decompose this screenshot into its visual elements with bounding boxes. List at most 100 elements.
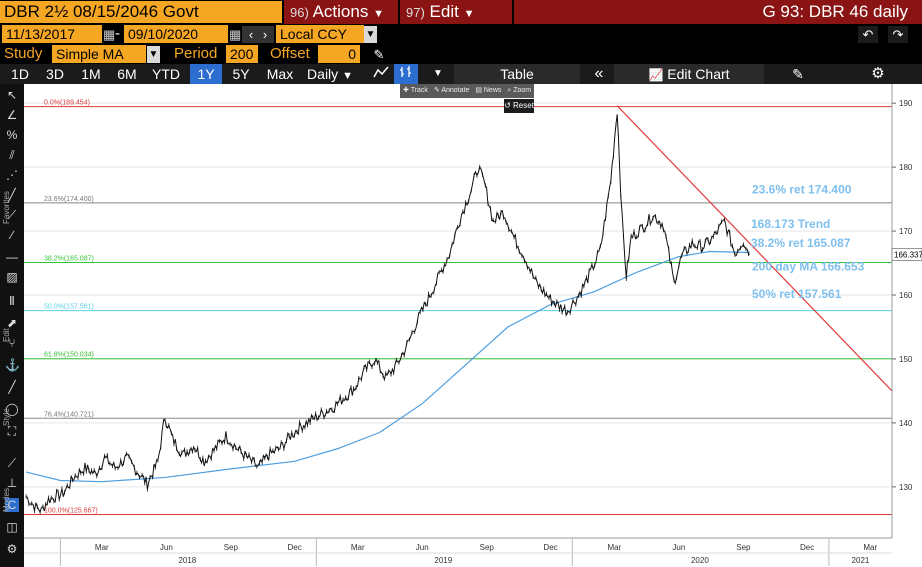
fib-tool-icon[interactable]: % bbox=[6, 128, 18, 142]
style-tab[interactable]: Style bbox=[2, 408, 11, 426]
period-1y-button[interactable]: 1Y bbox=[190, 64, 222, 84]
modes-tab[interactable]: Modes bbox=[2, 487, 11, 512]
study-bar: Study Simple MA ▼ Period 200 Offset 0 ✎ bbox=[0, 44, 922, 64]
news-tool[interactable]: ▤ News bbox=[475, 87, 502, 94]
chart-toolbar: 1D 3D 1M 6M YTD 1Y 5Y Max Daily ▼ ▼ Tabl… bbox=[0, 64, 922, 84]
magnet-icon[interactable]: ◫ bbox=[6, 520, 18, 534]
track-tool[interactable]: ✚ Track bbox=[403, 87, 428, 94]
x-axis-year-label: 2021 bbox=[852, 556, 870, 565]
x-axis-month-label: Mar bbox=[351, 543, 365, 552]
start-date-input[interactable]: 11/13/2017 bbox=[2, 25, 102, 43]
chevron-down-icon[interactable]: ▼ bbox=[147, 46, 160, 63]
table-button[interactable]: Table bbox=[454, 64, 580, 84]
x-axis-month-label: Sep bbox=[736, 543, 751, 552]
track-label: Track bbox=[410, 87, 428, 94]
x-axis-month-label: Mar bbox=[607, 543, 621, 552]
pencil-icon[interactable]: ✎ bbox=[370, 46, 388, 63]
frequency-select[interactable]: Daily ▼ bbox=[302, 64, 358, 84]
annotate-pencil-icon[interactable]: ✎ bbox=[792, 66, 804, 82]
fib-level-label: 50.0%(157.561) bbox=[44, 304, 94, 311]
edit-menu[interactable]: 97) Edit ▼ bbox=[400, 0, 512, 24]
trend-line bbox=[616, 105, 893, 392]
actions-menu-label: Actions bbox=[312, 2, 369, 21]
period-1d-button[interactable]: 1D bbox=[11, 66, 29, 82]
crosshair-mode-icon[interactable]: C bbox=[5, 498, 19, 512]
pitchfork-icon[interactable]: ⑂ bbox=[8, 336, 16, 350]
chevron-down-icon[interactable]: ▼ bbox=[433, 68, 443, 79]
draw-mode-icon[interactable]: ⟋ bbox=[7, 456, 17, 470]
study-label: Study bbox=[4, 45, 43, 62]
parallel-tool-icon[interactable]: ▨ bbox=[6, 270, 18, 284]
reset-button[interactable]: ↺ Reset bbox=[504, 99, 534, 113]
annotate-tool[interactable]: ✎ Annotate bbox=[433, 87, 470, 94]
offset-label: Offset bbox=[270, 45, 310, 62]
reset-icon: ↺ bbox=[504, 101, 511, 110]
favorites-tab[interactable]: Favorites bbox=[2, 191, 11, 224]
line-tool-icon[interactable]: ∠ bbox=[6, 108, 18, 122]
period-3d-button[interactable]: 3D bbox=[46, 66, 64, 82]
gear-icon[interactable]: ⚙ bbox=[871, 65, 885, 82]
cursor-icon[interactable]: ↖ bbox=[6, 88, 18, 102]
period-ytd-button[interactable]: YTD bbox=[152, 66, 180, 82]
y-axis-tick-label: 160 bbox=[899, 291, 913, 300]
x-axis-month-label: Sep bbox=[480, 543, 495, 552]
undo-icon[interactable]: ↶ bbox=[858, 26, 878, 43]
redo-icon[interactable]: ↷ bbox=[888, 26, 908, 43]
calendar-icon[interactable]: ▦ bbox=[229, 26, 242, 43]
title-bar: DBR 2½ 08/15/2046 Govt 96) Actions ▼ 97)… bbox=[0, 0, 922, 24]
line-style-icon[interactable]: ╱ bbox=[8, 380, 16, 394]
trend-tool-icon[interactable]: ╱ bbox=[8, 188, 16, 202]
x-axis-month-label: Jun bbox=[160, 543, 173, 552]
settings-icon[interactable]: ⚙ bbox=[6, 542, 18, 556]
edit-chart-button[interactable]: 📈 Edit Chart bbox=[614, 64, 764, 84]
snap-icon[interactable]: ⊥ bbox=[6, 476, 18, 490]
fibonacci-levels: 0.0%(189.454) 23.6%(174.400) 38.2%(165.087… bbox=[24, 100, 892, 516]
period-input[interactable]: 200 bbox=[226, 45, 258, 63]
gann-tool-icon[interactable]: ⋰ bbox=[6, 168, 18, 182]
brush-icon[interactable]: ∕ bbox=[10, 228, 13, 242]
next-range-button[interactable]: › bbox=[256, 26, 274, 43]
color-icon[interactable]: ⛶ bbox=[7, 424, 17, 438]
price-chart[interactable]: 0.0%(189.454) 23.6%(174.400) 38.2%(165.087… bbox=[24, 84, 922, 567]
period-1m-button[interactable]: 1M bbox=[81, 66, 101, 82]
prev-range-button[interactable]: ‹ bbox=[242, 26, 260, 43]
range-dash: - bbox=[115, 25, 120, 42]
period-6m-button[interactable]: 6M bbox=[117, 66, 137, 82]
news-label: News bbox=[483, 87, 502, 94]
currency-select[interactable]: Local CCY bbox=[276, 25, 364, 43]
edit-tab[interactable]: Edit bbox=[2, 328, 11, 342]
ellipse-icon[interactable]: ◯ bbox=[5, 402, 19, 416]
fib-level-label: 100.0%(125.667) bbox=[44, 508, 98, 515]
chart-series bbox=[25, 105, 893, 515]
channel-tool-icon[interactable]: ⫽ bbox=[9, 148, 15, 162]
study-select[interactable]: Simple MA bbox=[52, 45, 146, 63]
chart-annotation: 50% ret 157.561 bbox=[752, 287, 842, 301]
line-chart-icon[interactable] bbox=[368, 64, 394, 84]
window-title: G 93: DBR 46 daily bbox=[514, 0, 922, 24]
arrow-tool-icon[interactable]: ⬈ bbox=[6, 316, 18, 330]
chart-annotation: 168.173 Trend bbox=[751, 217, 830, 231]
chevron-down-icon[interactable]: ▼ bbox=[364, 26, 377, 43]
end-date-input[interactable]: 09/10/2020 bbox=[124, 25, 228, 43]
date-range-bar: 11/13/2017 ▦ - 09/10/2020 ▦ ‹ › Local CC… bbox=[0, 24, 922, 44]
security-field[interactable]: DBR 2½ 08/15/2046 Govt bbox=[0, 1, 282, 23]
edit-chart-icon: 📈 bbox=[648, 68, 664, 82]
edit-menu-number: 97) bbox=[406, 5, 425, 20]
horizontal-line-icon[interactable]: — bbox=[6, 250, 18, 264]
ray-tool-icon[interactable]: ⟋ bbox=[7, 208, 17, 222]
chevron-down-icon: ▼ bbox=[463, 8, 475, 20]
actions-menu[interactable]: 96) Actions ▼ bbox=[284, 0, 398, 24]
offset-input[interactable]: 0 bbox=[318, 45, 360, 63]
chevron-down-icon: ▼ bbox=[342, 70, 353, 82]
calendar-icon[interactable]: ▦ bbox=[103, 26, 116, 43]
collapse-icon[interactable]: « bbox=[594, 65, 604, 82]
chart-annotation: 38.2% ret 165.087 bbox=[751, 236, 851, 250]
shape-tool-icon[interactable]: ⚓ bbox=[5, 358, 20, 372]
text-tool-icon[interactable]: Ⅱ bbox=[9, 294, 15, 308]
period-5y-button[interactable]: 5Y bbox=[232, 66, 250, 82]
x-axis-year-label: 2020 bbox=[691, 556, 709, 565]
period-max-button[interactable]: Max bbox=[266, 66, 294, 82]
zoom-tool[interactable]: ⌕ Zoom bbox=[507, 87, 532, 94]
y-axis-tick-label: 140 bbox=[899, 419, 913, 428]
ohlc-chart-icon[interactable] bbox=[394, 64, 418, 84]
